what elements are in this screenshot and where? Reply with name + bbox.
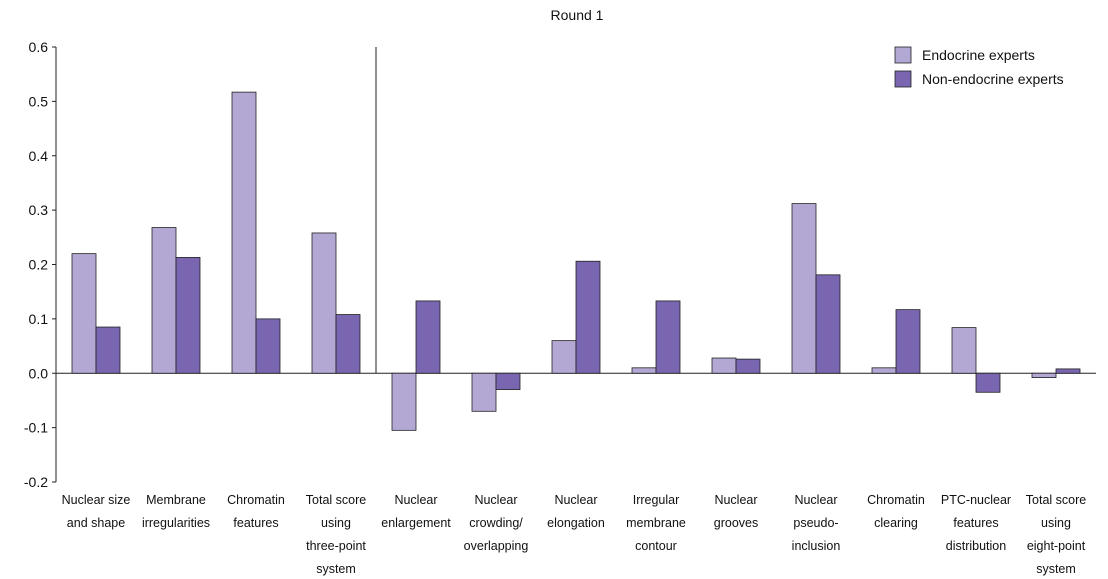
x-category-label: Nuclear pseudo-inclusion — [792, 493, 841, 553]
chart-title: Round 1 — [551, 7, 604, 23]
bar-non-endocrine-6 — [575, 260, 601, 374]
x-category-label-line: grooves — [714, 516, 758, 530]
bar-non-endocrine-9 — [815, 274, 841, 374]
bar-endocrine-5 — [471, 372, 497, 412]
x-category-label-line: features — [953, 516, 998, 530]
bar-non-endocrine-10 — [895, 309, 921, 374]
y-tick-label: 0.5 — [29, 93, 49, 109]
y-tick-label: 0.4 — [29, 148, 49, 164]
bar-endocrine-10 — [871, 367, 897, 374]
y-tick-label: -0.1 — [24, 420, 48, 436]
x-category-label-line: distribution — [946, 539, 1006, 553]
x-category-label-line: three-point — [306, 539, 366, 553]
x-category-label-line: clearing — [874, 516, 918, 530]
bar-non-endocrine-4 — [415, 300, 441, 374]
bar-non-endocrine-1 — [175, 257, 201, 374]
legend-swatch — [894, 46, 912, 64]
x-category-label-line: system — [316, 562, 356, 576]
x-category-label: Nuclear grooves — [714, 493, 758, 530]
y-tick-label: -0.2 — [24, 474, 48, 490]
x-category-label-line: Irregular — [633, 493, 680, 507]
bar-endocrine-7 — [631, 367, 657, 374]
bar-non-endocrine-5 — [495, 372, 521, 390]
y-tick-label: 0.0 — [29, 365, 49, 381]
x-category-label-line: features — [233, 516, 278, 530]
y-tick-label: 0.2 — [29, 257, 49, 273]
y-tick-label: 0.1 — [29, 311, 49, 327]
x-category-label: Nuclear enlargement — [381, 493, 451, 530]
bar-endocrine-11 — [951, 327, 977, 374]
y-axis: 0.6 0.5 0.4 0.3 0.2 0.1 0.0 -0.1 -0.2 — [24, 39, 1096, 490]
x-category-label-line: overlapping — [464, 539, 529, 553]
x-category-label-line: inclusion — [792, 539, 841, 553]
x-category-label-line: Nuclear — [794, 493, 837, 507]
x-category-label-line: and shape — [67, 516, 125, 530]
y-tick-label: 0.6 — [29, 39, 49, 55]
x-category-label-line: membrane — [626, 516, 686, 530]
x-category-label-line: using — [321, 516, 351, 530]
x-category-label-line: contour — [635, 539, 677, 553]
x-category-label-line: eight-point — [1027, 539, 1086, 553]
x-category-label: Chromatin features — [227, 493, 285, 530]
bar-endocrine-0 — [71, 253, 97, 374]
bar-endocrine-12 — [1031, 372, 1057, 378]
x-category-label-line: Nuclear — [474, 493, 517, 507]
x-category-label-line: crowding/ — [469, 516, 523, 530]
bar-non-endocrine-7 — [655, 300, 681, 374]
x-category-label: Nuclear elongation — [547, 493, 605, 530]
bar-non-endocrine-12 — [1055, 368, 1081, 374]
x-category-label: Total score using eight-point system — [1026, 493, 1086, 576]
x-category-label-line: Chromatin — [227, 493, 285, 507]
x-category-label-line: Nuclear — [554, 493, 597, 507]
x-category-label: Chromatin clearing — [867, 493, 925, 530]
bar-non-endocrine-0 — [95, 326, 121, 374]
bar-endocrine-2 — [231, 91, 257, 374]
x-category-label-line: enlargement — [381, 516, 451, 530]
x-category-label: Membrane irregularities — [142, 493, 210, 530]
x-category-label-line: Nuclear size — [62, 493, 131, 507]
x-category-label: Nuclear crowding/overlapping — [464, 493, 529, 553]
legend-label: Endocrine experts — [922, 47, 1035, 63]
x-category-label-line: Total score — [306, 493, 366, 507]
bar-non-endocrine-8 — [735, 358, 761, 374]
x-category-label-line: irregularities — [142, 516, 210, 530]
x-category-label-line: Chromatin — [867, 493, 925, 507]
legend: Endocrine experts Non-endocrine experts — [894, 46, 1064, 88]
x-category-label: Total score using three-point system — [306, 493, 367, 576]
x-category-label-line: elongation — [547, 516, 605, 530]
legend-label: Non-endocrine experts — [922, 71, 1064, 87]
x-category-label: Nuclear size and shape — [62, 493, 131, 530]
x-category-label-line: Membrane — [146, 493, 206, 507]
y-tick-label: 0.3 — [29, 202, 49, 218]
x-category-label-line: using — [1041, 516, 1071, 530]
bars — [71, 47, 1081, 431]
bar-endocrine-6 — [551, 340, 577, 374]
x-category-label-line: PTC-nuclear — [941, 493, 1011, 507]
x-category-label: Irregular membrane contour — [626, 493, 686, 553]
bar-non-endocrine-2 — [255, 318, 281, 374]
x-category-label-line: system — [1036, 562, 1076, 576]
bar-endocrine-4 — [391, 372, 417, 431]
bar-endocrine-8 — [711, 357, 737, 374]
x-category-label-line: Nuclear — [714, 493, 757, 507]
bar-endocrine-9 — [791, 203, 817, 374]
x-category-label-line: pseudo- — [793, 516, 838, 530]
legend-swatch — [894, 70, 912, 88]
bar-non-endocrine-3 — [335, 314, 361, 374]
x-category-label-line: Total score — [1026, 493, 1086, 507]
x-category-label: PTC-nuclear features distribution — [941, 493, 1011, 553]
bar-non-endocrine-11 — [975, 372, 1001, 393]
bar-endocrine-3 — [311, 232, 337, 374]
bar-endocrine-1 — [151, 227, 177, 374]
x-axis: Nuclear size and shape Membrane irregularit… — [62, 493, 1087, 576]
x-category-label-line: Nuclear — [394, 493, 437, 507]
